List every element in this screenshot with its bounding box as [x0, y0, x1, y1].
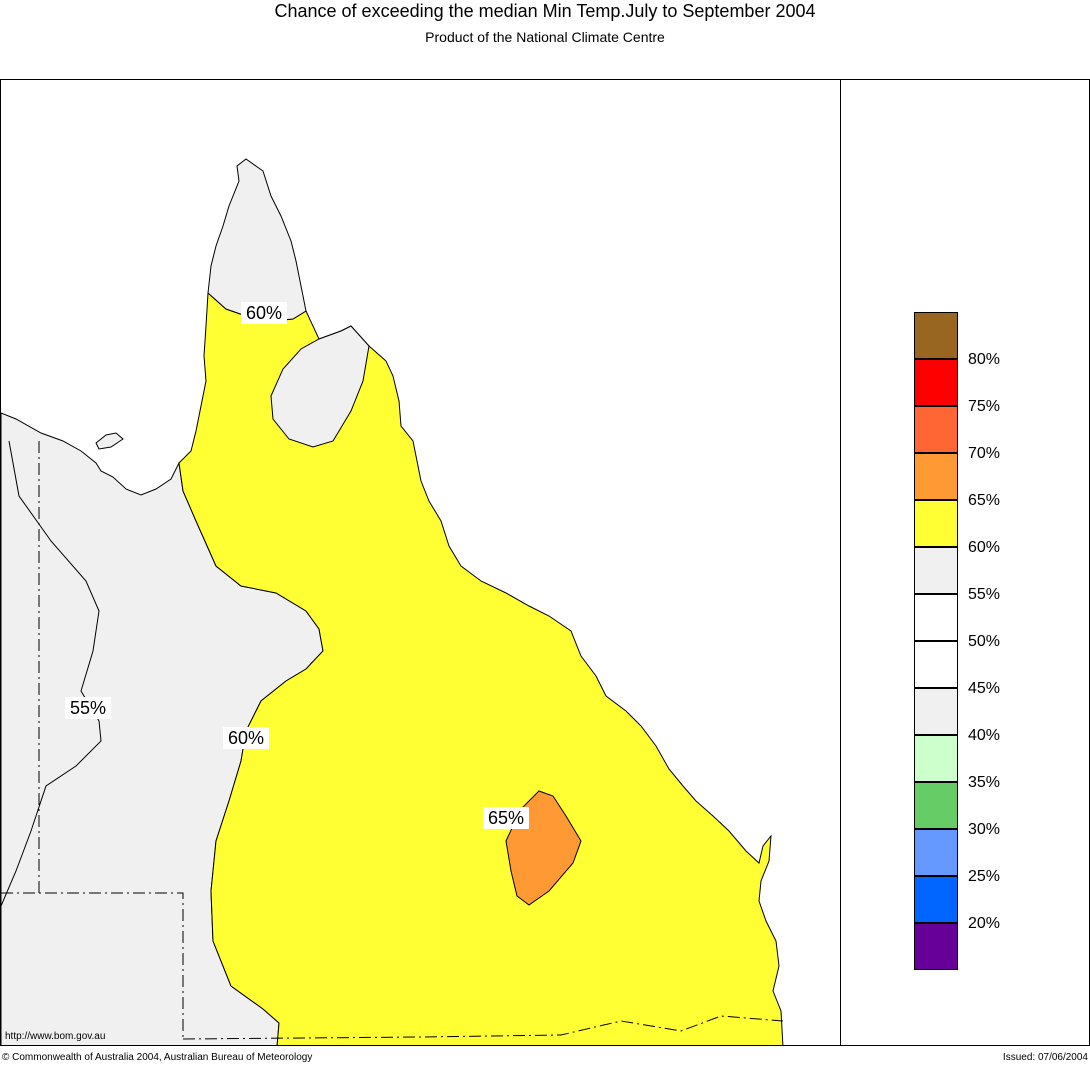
- legend-label: 60%: [968, 539, 1001, 556]
- legend-panel: [841, 79, 1090, 1046]
- svg-text:55%: 55%: [70, 698, 106, 718]
- legend-swatch-25-30: [914, 829, 958, 876]
- svg-text:65%: 65%: [488, 808, 524, 828]
- legend-label: 25%: [968, 868, 1001, 885]
- svg-text:60%: 60%: [228, 728, 264, 748]
- legend-swatch-55-60: [914, 547, 958, 594]
- legend-label: 80%: [968, 351, 1001, 368]
- legend-swatch-65-70: [914, 453, 958, 500]
- legend-swatch-80-plus: [914, 312, 958, 359]
- contour-label-60-west: 60%: [223, 727, 269, 749]
- legend-label: 65%: [968, 492, 1001, 509]
- contour-label-65: 65%: [483, 807, 529, 829]
- legend-swatch-45-50: [914, 641, 958, 688]
- region-60-65: [178, 291, 784, 1045]
- source-url: http://www.bom.gov.au: [5, 1031, 106, 1042]
- map-title: Chance of exceeding the median Min Temp.…: [274, 1, 816, 21]
- legend-label: 55%: [968, 586, 1001, 603]
- legend-swatch-60-65: [914, 500, 958, 547]
- legend-label: 30%: [968, 821, 1001, 838]
- state-border-sa: [1, 892, 184, 1041]
- legend-label: 75%: [968, 398, 1001, 415]
- map-subtitle: Product of the National Climate Centre: [425, 29, 665, 45]
- legend-label: 45%: [968, 680, 1001, 697]
- contour-label-55: 55%: [65, 697, 111, 719]
- legend-swatch-30-35: [914, 782, 958, 829]
- legend-swatch-70-75: [914, 406, 958, 453]
- legend-label: 35%: [968, 774, 1001, 791]
- copyright-notice: © Commonwealth of Australia 2004, Austra…: [2, 1052, 313, 1063]
- legend-swatch-35-40: [914, 735, 958, 782]
- legend-swatch-75-80: [914, 359, 958, 406]
- island: [95, 432, 124, 450]
- legend-label: 20%: [968, 915, 1001, 932]
- region-cape-pocket: [270, 325, 370, 448]
- legend-label: 40%: [968, 727, 1001, 744]
- legend-label: 50%: [968, 633, 1001, 650]
- legend-swatch-50-55: [914, 594, 958, 641]
- legend-swatch-20-25: [914, 876, 958, 923]
- contour-label-60-north: 60%: [241, 302, 287, 324]
- legend-swatch-below-20: [914, 923, 958, 970]
- svg-text:60%: 60%: [246, 303, 282, 323]
- map-panel: 60% 55% 60% 65%: [0, 79, 841, 1046]
- legend-label: 70%: [968, 445, 1001, 462]
- region-cape-york: [207, 158, 307, 322]
- issued-date: Issued: 07/06/2004: [1002, 1052, 1088, 1063]
- queensland-map: 60% 55% 60% 65%: [1, 158, 784, 1045]
- legend-swatch-40-45: [914, 688, 958, 735]
